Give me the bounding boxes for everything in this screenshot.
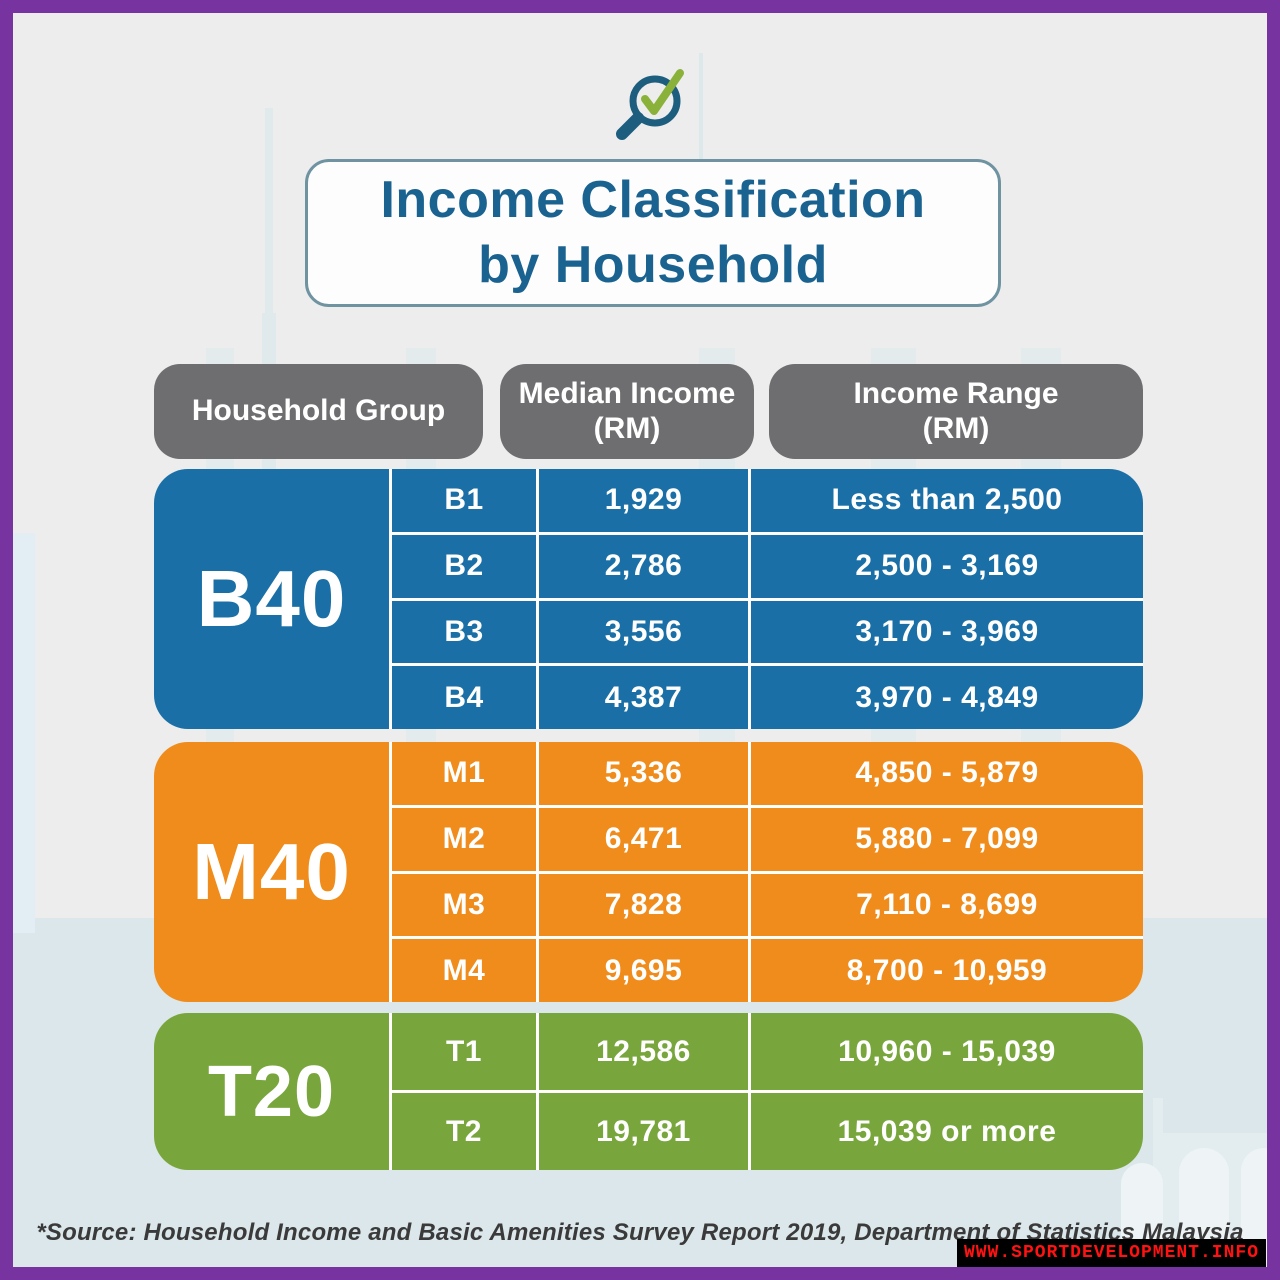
subgroup-code: B2 — [392, 534, 539, 598]
subgroup-code: M2 — [392, 807, 539, 871]
income-range-value: 3,970 - 4,849 — [855, 680, 1039, 714]
skyline-tower — [13, 533, 35, 933]
income-range-value: 7,110 - 8,699 — [856, 887, 1038, 921]
group-block-m40: M40 M1 5,336 4,850 - 5,879 M2 6,471 5,88… — [154, 742, 1143, 1002]
median-income-value: 19,781 — [539, 1093, 751, 1170]
header-unit: (RM) — [922, 411, 990, 445]
header-label: Household Group — [191, 394, 446, 428]
page-title-line1: Income Classification — [380, 171, 926, 229]
table-row: M4 9,695 8,700 - 10,959 — [392, 936, 1143, 1002]
group-rows: T1 12,586 10,960 - 15,039 T2 19,781 15,0… — [392, 1013, 1143, 1170]
header-household-group: Household Group — [154, 364, 483, 459]
header-unit: (RM) — [593, 411, 661, 445]
watermark-url: WWW.SPORTDEVELOPMENT.INFO — [956, 1239, 1266, 1267]
group-rows: M1 5,336 4,850 - 5,879 M2 6,471 5,880 - … — [392, 742, 1143, 1002]
header-label: Median Income — [518, 377, 736, 410]
magnifier-check-icon — [607, 57, 699, 149]
subgroup-code: T1 — [392, 1013, 539, 1090]
table-row: B2 2,786 2,500 - 3,169 — [392, 531, 1143, 598]
header-label: Income Range — [853, 377, 1059, 410]
group-rows: B1 1,929 Less than 2,500 B2 2,786 2,500 … — [392, 469, 1143, 729]
median-income-value: 2,786 — [539, 534, 751, 598]
income-range-value: 2,500 - 3,169 — [855, 549, 1039, 583]
header-income-range: Income Range (RM) — [769, 364, 1143, 459]
income-range-value: 8,700 - 10,959 — [846, 953, 1048, 987]
income-range-value: 3,170 - 3,969 — [855, 614, 1039, 648]
median-income-value: 4,387 — [539, 666, 751, 729]
median-income-value: 12,586 — [539, 1013, 751, 1090]
group-label-t20: T20 — [154, 1013, 392, 1170]
income-range-value: 15,039 or more — [837, 1114, 1057, 1148]
income-range-value: 10,960 - 15,039 — [838, 1034, 1056, 1068]
income-range-value: Less than 2,500 — [831, 483, 1063, 517]
median-income-value: 6,471 — [539, 807, 751, 871]
table-row: M1 5,336 4,850 - 5,879 — [392, 742, 1143, 805]
table-row: T1 12,586 10,960 - 15,039 — [392, 1013, 1143, 1090]
subgroup-code: B1 — [392, 469, 539, 532]
subgroup-code: M4 — [392, 939, 539, 1002]
page-title-line2: by Household — [478, 236, 828, 294]
table-row: B1 1,929 Less than 2,500 — [392, 469, 1143, 532]
group-label-b40: B40 — [154, 469, 392, 729]
median-income-value: 9,695 — [539, 939, 751, 1002]
income-range-value: 4,850 - 5,879 — [855, 756, 1039, 790]
subgroup-code: B3 — [392, 600, 539, 664]
skyline-spire — [699, 53, 703, 161]
subgroup-code: M3 — [392, 873, 539, 937]
subgroup-code: T2 — [392, 1093, 539, 1170]
income-range-value: 5,880 - 7,099 — [855, 822, 1039, 856]
median-income-value: 7,828 — [539, 873, 751, 937]
title-card: Income Classification by Household — [305, 159, 1001, 307]
median-income-value: 5,336 — [539, 742, 751, 805]
skyline-spire — [265, 108, 273, 358]
group-label-m40: M40 — [154, 742, 392, 1002]
median-income-value: 1,929 — [539, 469, 751, 532]
group-block-t20: T20 T1 12,586 10,960 - 15,039 T2 19,781 … — [154, 1013, 1143, 1170]
table-row: B3 3,556 3,170 - 3,969 — [392, 597, 1143, 664]
table-row: M2 6,471 5,880 - 7,099 — [392, 804, 1143, 871]
skyline-dome — [1163, 1043, 1267, 1133]
group-block-b40: B40 B1 1,929 Less than 2,500 B2 2,786 2,… — [154, 469, 1143, 729]
subgroup-code: M1 — [392, 742, 539, 805]
header-median-income: Median Income (RM) — [500, 364, 754, 459]
table-row: T2 19,781 15,039 or more — [392, 1090, 1143, 1170]
table-row: M3 7,828 7,110 - 8,699 — [392, 870, 1143, 937]
median-income-value: 3,556 — [539, 600, 751, 664]
subgroup-code: B4 — [392, 666, 539, 729]
table-row: B4 4,387 3,970 - 4,849 — [392, 663, 1143, 729]
